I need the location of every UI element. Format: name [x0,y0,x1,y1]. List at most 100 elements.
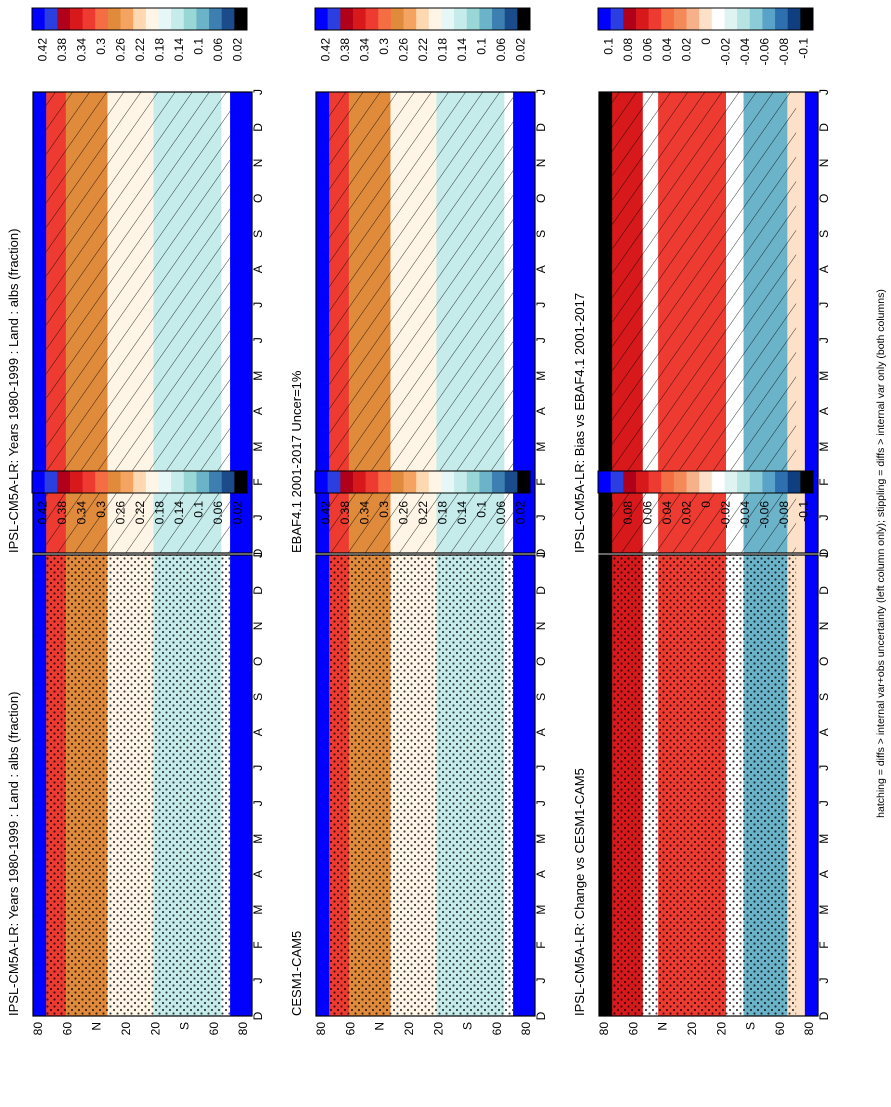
plot-frame [315,91,536,554]
colorbar-swatch [737,8,751,30]
y-tick-label: N [373,1022,387,1031]
x-tick-label: M [817,905,831,915]
x-tick-label: A [534,265,548,273]
colorbar-tick-label: 0.1 [191,38,205,55]
field-band [804,555,819,1016]
colorbar-tick-label: 0.34 [358,501,372,525]
colorbar-swatch [95,471,109,493]
x-tick-label: O [251,657,265,666]
x-tick-label: S [534,693,548,701]
x-tick-label: J [817,552,831,558]
colorbar-swatch [635,471,650,493]
x-tick-label: S [817,693,831,701]
x-tick-label: A [251,407,265,415]
colorbar-swatch [378,471,392,493]
y-tick-label: 20 [119,1022,133,1036]
field-band [599,92,613,553]
colorbar-frame [314,470,531,494]
colorbar-swatch [686,8,700,30]
x-tick-label: A [251,265,265,273]
field-band [33,555,47,1016]
x-tick-label: D [817,548,831,557]
x-tick-label: J [817,337,831,343]
y-tick-label: 60 [626,1022,640,1036]
colorbar-swatch [762,471,776,493]
y-tick-label: 20 [714,1022,728,1036]
x-tick-label: J [534,89,548,95]
colorbar-tick-label: 0.38 [338,501,352,525]
colorbar-tick-label: 0.22 [416,501,430,525]
colorbar-swatch [327,8,341,30]
colorbar-swatch [133,471,147,493]
colorbar-swatch [466,8,480,30]
x-tick-label: D [251,1011,265,1020]
colorbar-swatch [183,471,197,493]
colorbar-tick-label: 0.04 [660,501,674,525]
colorbar-tick-label: 0.42 [36,501,50,525]
colorbar-frame [31,7,248,31]
x-tick-label: J [534,800,548,806]
colorbar-swatch [196,8,210,30]
colorbar-swatch [724,8,738,30]
x-tick-label: J [534,978,548,984]
y-tick-label: S [461,1022,475,1030]
colorbar-swatch [775,471,789,493]
colorbar-swatch [686,471,700,493]
field-band [804,92,819,553]
colorbar-tick-label: 0.1 [474,38,488,55]
colorbar-frame [31,470,248,494]
colorbar-swatch [623,471,637,493]
colorbar-tick-label: 0.1 [602,501,616,518]
colorbar-swatch [800,8,814,30]
x-tick-label: D [534,586,548,595]
colorbar-swatch [234,8,248,30]
colorbar-swatch [635,8,650,30]
colorbar-swatch [623,8,637,30]
colorbar-swatch [95,8,109,30]
x-tick-label: J [817,765,831,771]
colorbar-swatch [120,471,134,493]
x-tick-label: J [251,978,265,984]
colorbar-tick-label: -0.02 [718,38,732,66]
colorbar-swatch [221,8,235,30]
panel-title: IPSL-CM5A-LR: Change vs CESM1-CAM5 [572,768,587,1016]
x-tick-label: M [251,442,265,452]
colorbar-swatch [775,8,789,30]
x-tick-label: J [251,765,265,771]
colorbar-swatch [428,8,442,30]
colorbar-tick-label: 0.1 [474,501,488,518]
panel-title: EBAF4.1 2001-2017 Uncer=1% [289,370,304,553]
colorbar-swatch [787,8,801,30]
field-band [33,92,47,553]
colorbar-swatch [120,8,134,30]
y-tick-label: 80 [519,1022,533,1036]
colorbar-tick-label: 0.18 [152,38,166,62]
colorbar-swatch [416,471,430,493]
x-tick-label: F [817,478,831,485]
figure-footnote: hatching = diffs > internal var+obs unce… [875,289,887,818]
plot-frame [598,91,819,554]
colorbar-swatch [724,471,738,493]
panel-title: CESM1-CAM5 [289,931,304,1016]
x-tick-label: O [534,194,548,203]
colorbar-swatch [737,471,751,493]
y-tick-label: 20 [148,1022,162,1036]
x-tick-label: J [534,552,548,558]
y-tick-label: S [744,1022,758,1030]
colorbar-swatch [196,471,210,493]
x-tick-label: J [534,302,548,308]
x-tick-label: J [251,800,265,806]
colorbar-tick-label: 0.18 [435,38,449,62]
panel-title: IPSL-CM5A-LR: Years 1980-1999 : Land : a… [6,692,21,1016]
colorbar-swatch [466,471,480,493]
colorbar-tick-label: 0.02 [230,38,244,62]
colorbar-tick-label: 0.02 [513,38,527,62]
x-tick-label: D [251,586,265,595]
colorbar-swatch [340,8,354,30]
colorbar-swatch [57,471,71,493]
x-tick-label: N [534,622,548,631]
colorbar-swatch [171,471,185,493]
colorbar-tick-label: 0.06 [641,38,655,62]
colorbar-swatch [492,8,506,30]
y-tick-label: 60 [343,1022,357,1036]
